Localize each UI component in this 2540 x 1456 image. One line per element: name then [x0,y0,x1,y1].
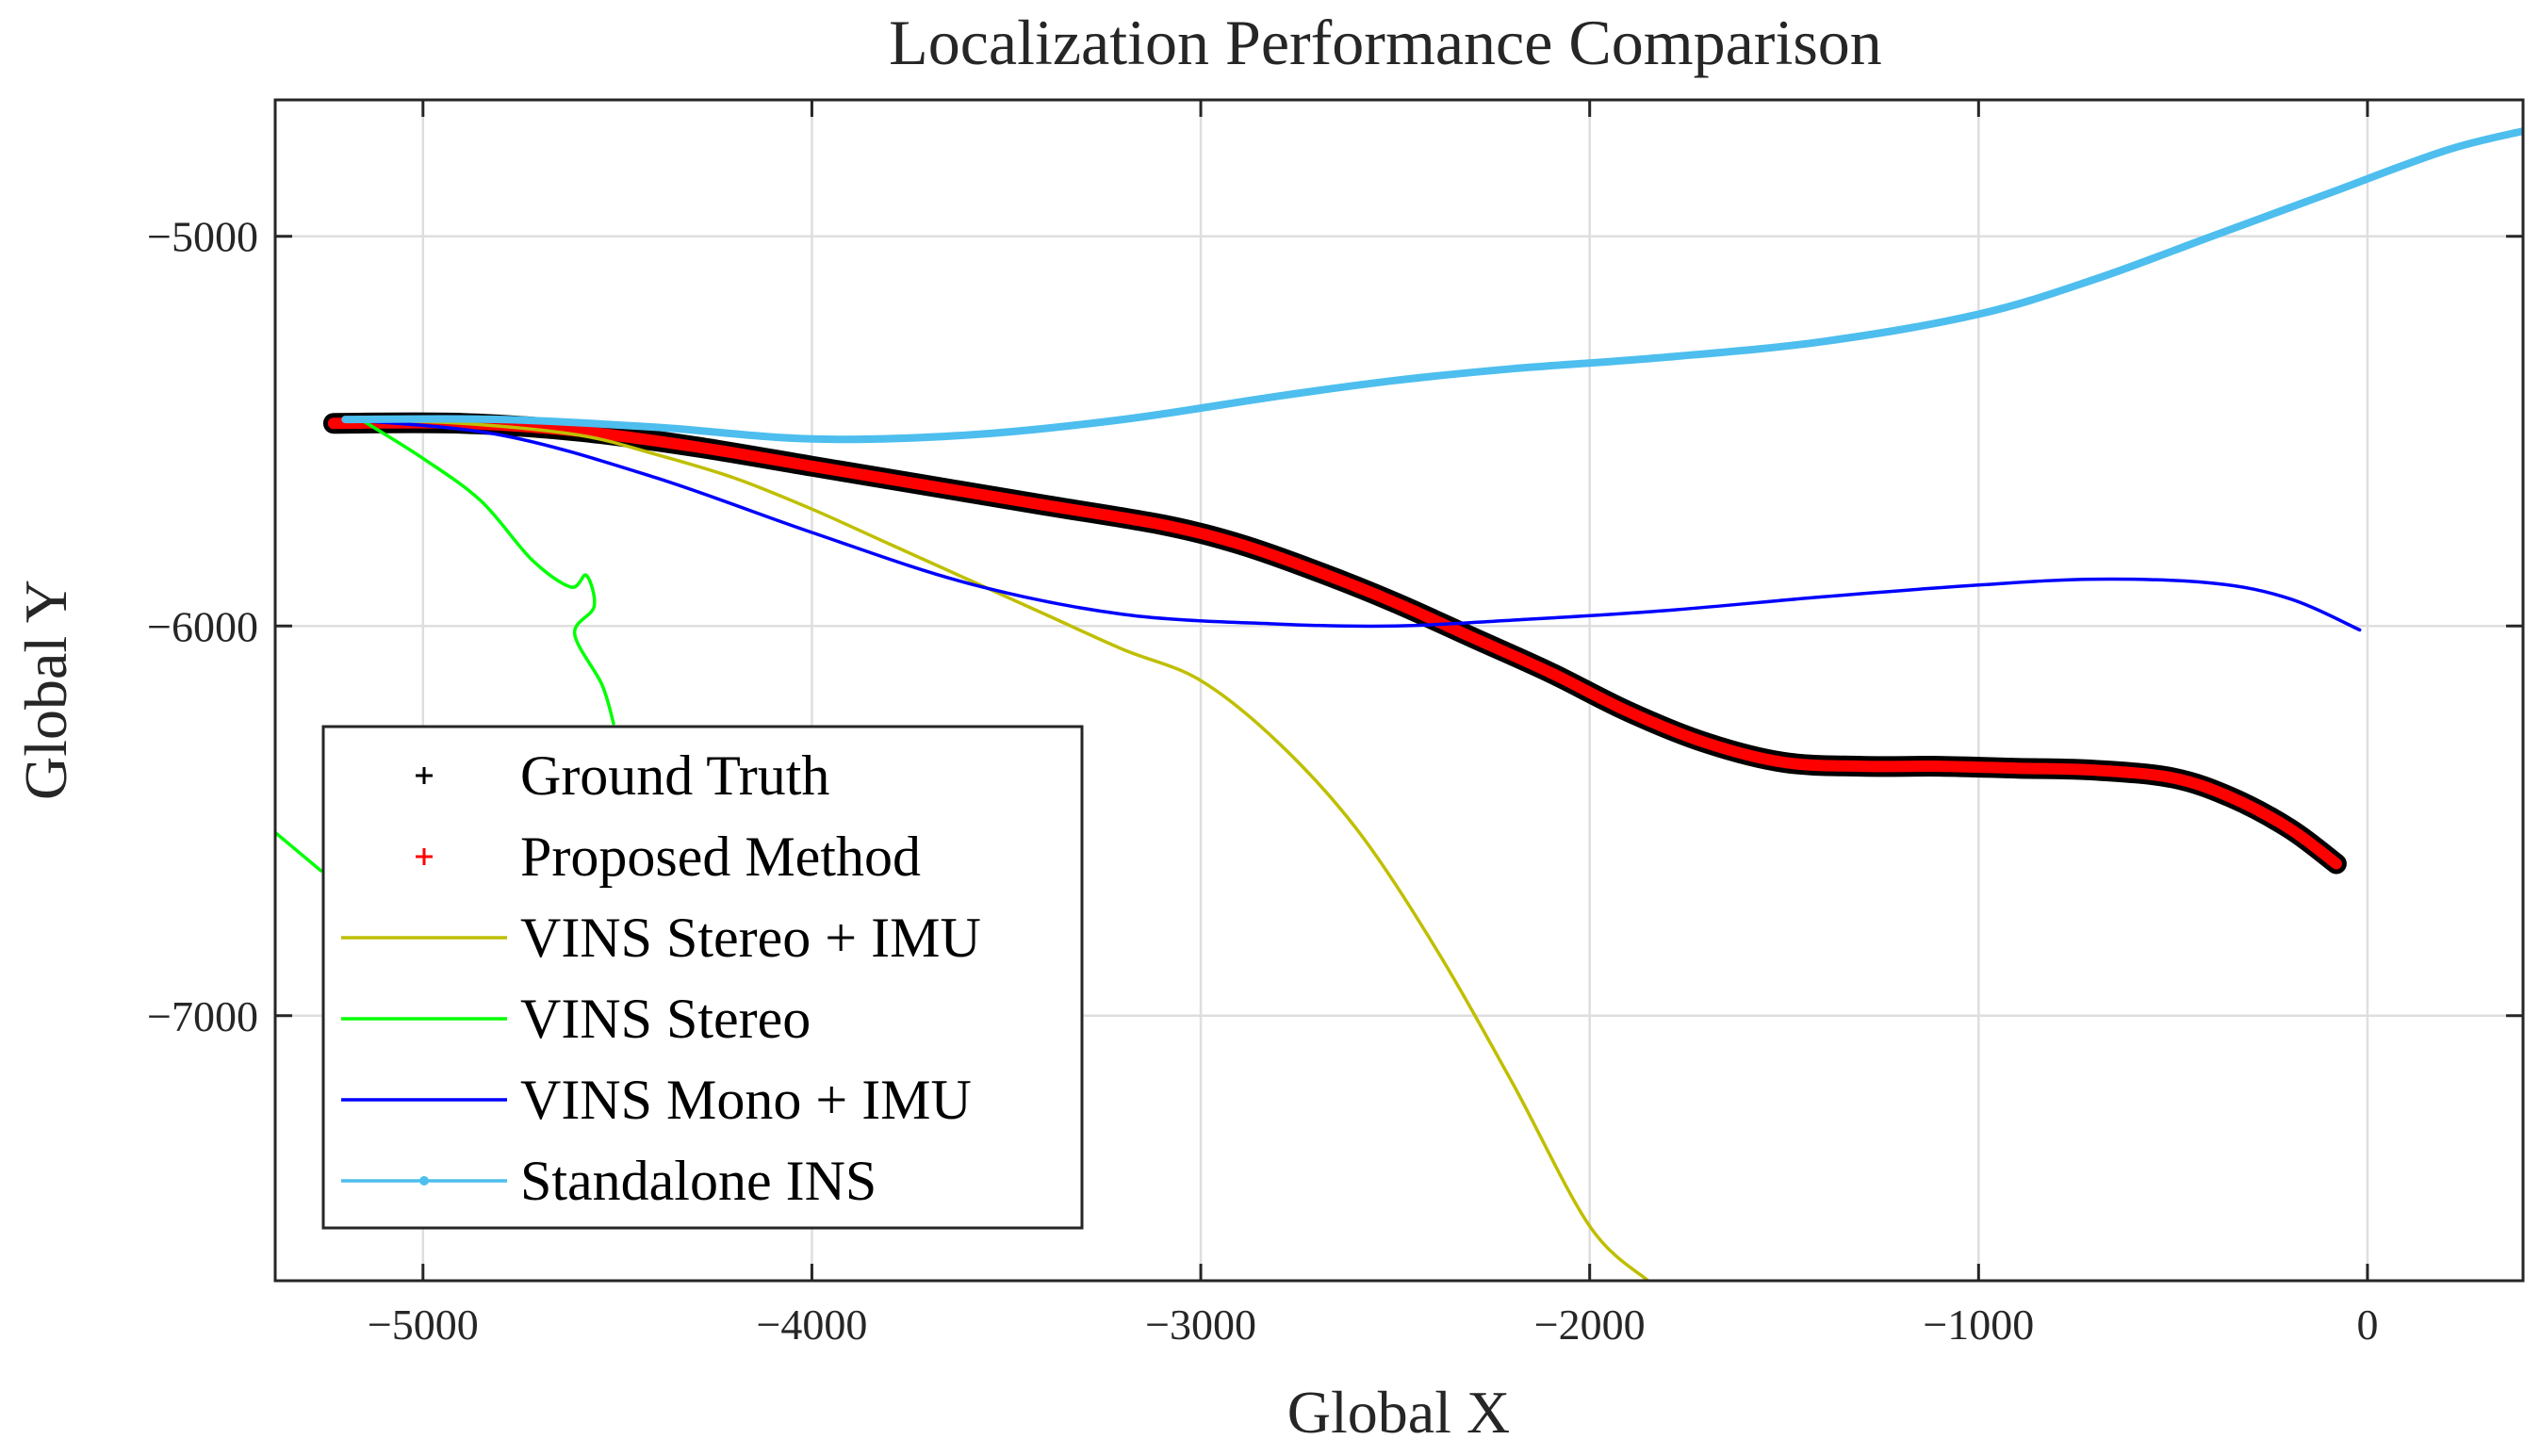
legend-box [321,725,1084,1230]
y-tick-label: −6000 [147,602,258,650]
series-layer [275,127,2523,1281]
x-tick-label: −1000 [1923,1301,2034,1349]
x-tick-label: −2000 [1534,1301,1646,1349]
x-tick-label: 0 [2356,1301,2378,1349]
legend-item-standalone-ins: Standalone INS [341,1150,877,1212]
legend-item-vins-stereo: VINS Stereo [341,988,811,1050]
legend-item-vins-stereo-imu: VINS Stereo + IMU [341,907,981,969]
axis-ticks: −5000 −4000 −3000 −2000 −1000 0 −5000 −6000 −700… [147,100,2523,1349]
x-tick-label: −3000 [1145,1301,1256,1349]
legend-label: Standalone INS [520,1150,877,1212]
legend-item-vins-mono-imu: VINS Mono + IMU [341,1069,972,1131]
legend: Ground Truth Proposed Method VINS Stereo +… [321,725,1084,1230]
legend-label: Proposed Method [520,826,921,888]
legend-label: VINS Mono + IMU [520,1069,972,1131]
series-segment-vins-stereo [275,831,323,874]
legend-marker [419,1176,429,1186]
legend-label: Ground Truth [520,744,829,807]
x-axis-label: Global X [1287,1379,1510,1446]
series-line-proposed-method [327,417,2342,870]
x-tick-label: −4000 [756,1301,867,1349]
series-line-vins-mono-imu [343,417,2362,632]
chart-title: Localization Performance Comparison [889,7,1882,78]
legend-label: VINS Stereo + IMU [520,907,981,969]
series-line-vins-stereo-imu [343,417,1650,1281]
series-line-standalone-ins [341,127,2523,444]
legend-label: VINS Stereo [520,988,811,1050]
x-tick-label: −5000 [368,1301,479,1349]
y-tick-label: −7000 [147,992,258,1040]
legend-item-ground-truth: Ground Truth [416,744,829,807]
series-line-vins-stereo [359,417,615,726]
y-axis-label: Global Y [12,580,79,800]
y-tick-label: −5000 [147,213,258,261]
axes-frame [273,98,2525,1283]
legend-item-proposed-method: Proposed Method [416,826,921,888]
